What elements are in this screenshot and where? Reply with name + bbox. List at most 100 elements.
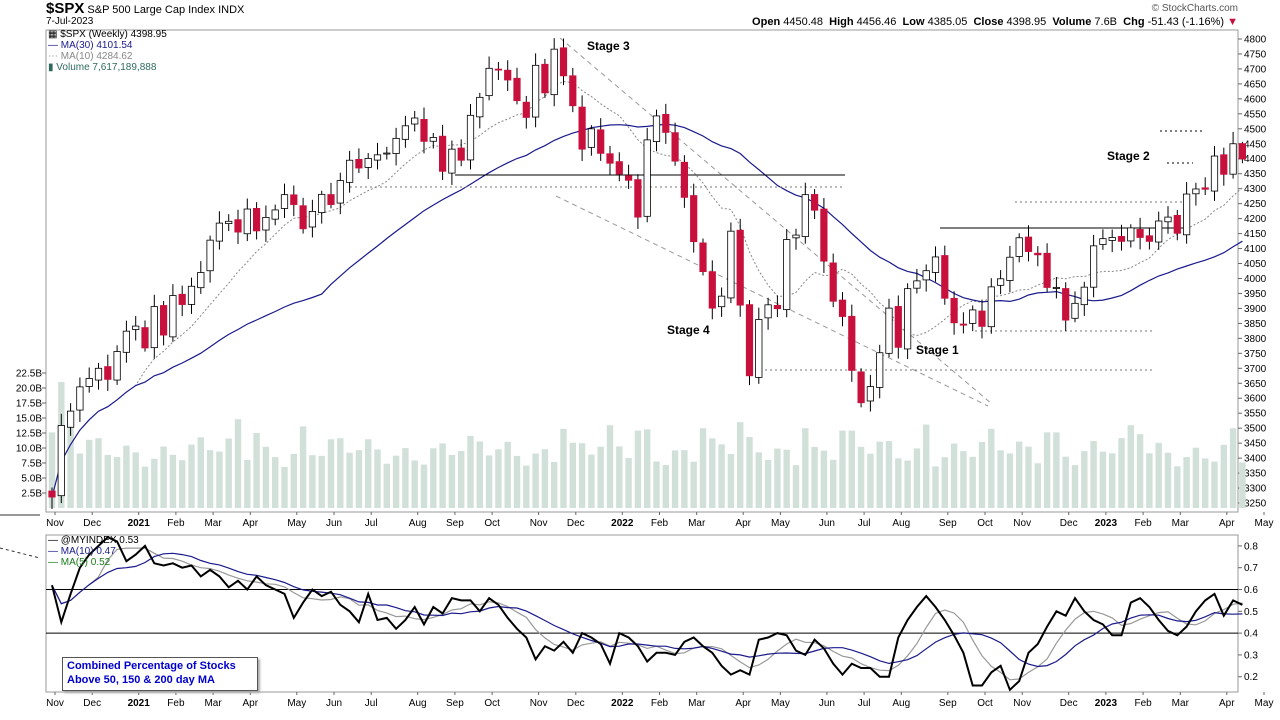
- month-label: Aug: [409, 518, 427, 529]
- volume-bar: [1192, 447, 1200, 508]
- month-label: Feb: [651, 518, 669, 529]
- volume-tick-label: 22.5B: [16, 369, 42, 380]
- month-label: Jul: [365, 698, 378, 709]
- price-tick-label: 3450: [1244, 439, 1267, 450]
- month-label: Apr: [735, 698, 751, 709]
- volume-bar: [476, 441, 483, 508]
- candle-body: [885, 307, 893, 354]
- volume-bar: [439, 443, 446, 508]
- candle-body: [1099, 238, 1107, 245]
- volume-bar: [848, 430, 855, 508]
- volume-bar: [644, 429, 651, 508]
- candle-body: [969, 309, 977, 324]
- candle-body: [1043, 252, 1051, 288]
- volume-bar: [504, 441, 511, 508]
- month-label: Jul: [365, 518, 378, 529]
- candle-body: [67, 410, 75, 428]
- candle-body: [1024, 236, 1033, 252]
- month-label: Mar: [204, 698, 222, 709]
- candle-body: [1210, 155, 1219, 192]
- volume-bar: [244, 459, 251, 508]
- volume-bar: [978, 442, 986, 508]
- candle-body: [401, 125, 410, 140]
- candle-body: [1192, 188, 1200, 195]
- volume-bar: [541, 449, 549, 508]
- volume-bar: [1016, 441, 1023, 508]
- candle-body: [820, 208, 828, 262]
- month-label: Sep: [939, 698, 957, 709]
- symbol-line: $SPX S&P 500 Large Cap Index INDX: [46, 0, 244, 17]
- volume-bar: [309, 455, 316, 508]
- month-label: Feb: [651, 698, 669, 709]
- high-value: 4456.46: [856, 16, 897, 28]
- candle-body: [225, 220, 233, 224]
- candle-body: [941, 255, 949, 299]
- legend-indicator: — @MYINDEX 0.53 — MA(10) 0.47 — MA(5) 0.…: [48, 535, 139, 568]
- candle-body: [1136, 229, 1144, 238]
- month-label: Dec: [83, 698, 101, 709]
- volume-tick-label: 10.0B: [16, 444, 42, 455]
- volume-bar: [867, 453, 874, 508]
- volume-bar: [950, 443, 958, 508]
- volume-icon: ▮: [48, 62, 54, 73]
- candle-body: [132, 325, 140, 330]
- candle-body: [392, 137, 400, 154]
- month-label: 2022: [611, 698, 634, 709]
- volume-bar: [1146, 453, 1153, 508]
- volume-bar: [448, 455, 456, 508]
- low-label: Low: [902, 16, 925, 28]
- candle-body: [76, 386, 84, 411]
- volume-tick-label: 20.0B: [16, 384, 42, 395]
- volume-tick-label: 17.5B: [16, 399, 42, 410]
- candle-body: [866, 386, 875, 402]
- candle-body: [327, 194, 335, 205]
- candle-body: [597, 129, 605, 154]
- indicator-tick-label: 0.8: [1244, 541, 1258, 552]
- candle-body: [876, 352, 884, 388]
- volume-tick-label: 12.5B: [16, 429, 42, 440]
- volume-bar: [895, 458, 902, 508]
- high-label: High: [829, 16, 854, 28]
- volume-bar: [1127, 425, 1134, 508]
- candle-body: [931, 256, 940, 273]
- annotation-stage-4: Stage 4: [667, 323, 710, 337]
- candle-body: [457, 147, 465, 161]
- month-label: 2021: [128, 698, 151, 709]
- volume-bar: [1081, 451, 1088, 508]
- candle-body: [662, 114, 670, 133]
- candle-body: [1127, 227, 1135, 242]
- candle-body: [355, 158, 363, 169]
- candle-body: [1062, 288, 1070, 321]
- volume-bar: [1118, 438, 1125, 508]
- volume-bar: [1183, 457, 1190, 508]
- price-tick-label: 3600: [1244, 394, 1267, 405]
- candle-body: [634, 179, 642, 218]
- candle-body: [801, 194, 809, 237]
- month-label: Dec: [567, 518, 585, 529]
- price-tick-label: 4550: [1244, 109, 1267, 120]
- month-label: Mar: [1172, 518, 1190, 529]
- month-label: Aug: [892, 518, 910, 529]
- indicator-tick-label: 0.7: [1244, 563, 1258, 574]
- volume-bar: [104, 454, 111, 508]
- volume-bar: [169, 454, 177, 508]
- candle-body: [85, 378, 93, 387]
- volume-value: 7.6B: [1094, 16, 1118, 28]
- month-label: Nov: [530, 698, 548, 709]
- candle-body: [383, 152, 391, 155]
- candle-body: [680, 161, 689, 198]
- candle-body: [1220, 154, 1228, 175]
- legend-entry-price: ▦ $SPX (Weekly) 4398.95: [48, 29, 167, 40]
- legend-entry-ind-ma5: — MA(5) 0.52: [48, 557, 111, 568]
- candle-body: [857, 371, 865, 404]
- candle-body: [1052, 287, 1060, 289]
- candle-body: [894, 306, 902, 348]
- volume-bar: [458, 451, 465, 508]
- volume-bar: [374, 449, 381, 508]
- volume-bar: [681, 450, 688, 508]
- myindex-line: [51, 536, 1243, 692]
- month-label: May: [771, 698, 790, 709]
- volume-bar: [365, 439, 372, 508]
- line-icon: —: [48, 535, 58, 546]
- candle-body: [773, 305, 782, 310]
